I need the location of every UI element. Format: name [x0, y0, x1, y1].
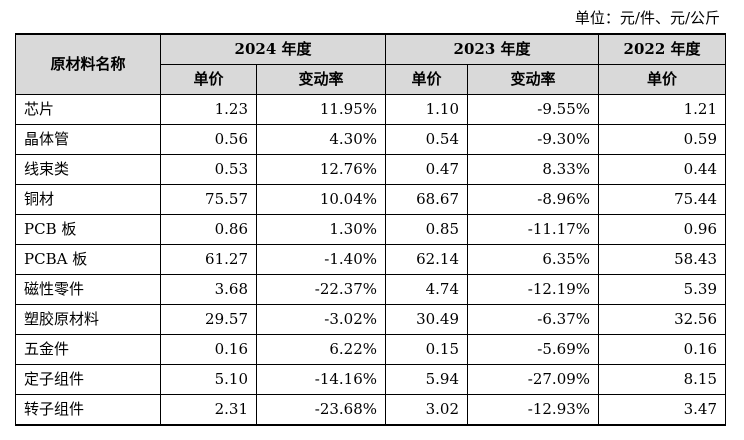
material-name: 晶体管	[15, 124, 161, 155]
change-2024: 6.22%	[255, 334, 387, 365]
price-2023: 3.02	[385, 394, 469, 426]
header-year-2024: 2024 年度	[159, 33, 387, 65]
price-2023: 4.74	[385, 274, 469, 305]
change-2023: 6.35%	[467, 244, 600, 275]
price-2023: 5.94	[385, 364, 469, 395]
header-material-name: 原材料名称	[15, 33, 161, 95]
header-price-2023: 单价	[385, 64, 469, 95]
change-2023: -6.37%	[467, 304, 600, 335]
material-name: 铜材	[15, 184, 161, 215]
material-name: 定子组件	[15, 364, 161, 395]
price-2024: 3.68	[160, 274, 257, 305]
change-2023: -11.17%	[467, 214, 600, 245]
change-2023: -9.55%	[467, 94, 600, 125]
price-2022: 0.96	[598, 214, 727, 245]
header-price-2022: 单价	[598, 64, 727, 95]
price-2022: 3.47	[598, 394, 727, 426]
price-2022: 32.56	[598, 304, 727, 335]
price-2024: 0.86	[160, 214, 257, 245]
table-row: 定子组件 5.10 -14.16% 5.94 -27.09% 8.15	[15, 364, 727, 395]
table-row: 芯片 1.23 11.95% 1.10 -9.55% 1.21	[15, 94, 727, 125]
change-2024: 4.30%	[255, 124, 387, 155]
header-row-years: 原材料名称 2024 年度 2023 年度 2022 年度	[15, 33, 727, 95]
change-2024: -23.68%	[255, 394, 387, 426]
header-year-2022: 2022 年度	[598, 33, 727, 65]
table-row: PCBA 板 61.27 -1.40% 62.14 6.35% 58.43	[15, 244, 727, 275]
change-2024: 12.76%	[255, 154, 387, 185]
price-2023: 0.15	[385, 334, 469, 365]
material-name: 芯片	[15, 94, 161, 125]
material-name: PCBA 板	[15, 244, 161, 275]
table-row: 转子组件 2.31 -23.68% 3.02 -12.93% 3.47	[15, 394, 727, 426]
change-2023: -5.69%	[467, 334, 600, 365]
price-2024: 0.16	[160, 334, 257, 365]
material-name: 磁性零件	[15, 274, 161, 305]
price-2022: 0.59	[598, 124, 727, 155]
price-2024: 75.57	[160, 184, 257, 215]
price-2022: 1.21	[598, 94, 727, 125]
price-2023: 0.47	[385, 154, 469, 185]
change-2024: 11.95%	[255, 94, 387, 125]
table-row: 磁性零件 3.68 -22.37% 4.74 -12.19% 5.39	[15, 274, 727, 305]
change-2023: -12.93%	[467, 394, 600, 426]
change-2024: -14.16%	[255, 364, 387, 395]
price-2023: 62.14	[385, 244, 469, 275]
change-2023: -27.09%	[467, 364, 600, 395]
material-name: PCB 板	[15, 214, 161, 245]
price-2022: 0.44	[598, 154, 727, 185]
price-2023: 68.67	[385, 184, 469, 215]
change-2023: 8.33%	[467, 154, 600, 185]
header-row-metrics: 单价 变动率 单价 变动率 单价	[16, 64, 727, 95]
price-2022: 8.15	[598, 364, 727, 395]
table-row: 铜材 75.57 10.04% 68.67 -8.96% 75.44	[15, 184, 727, 215]
header-price-2024: 单价	[160, 64, 257, 95]
change-2023: -9.30%	[467, 124, 600, 155]
table-row: PCB 板 0.86 1.30% 0.85 -11.17% 0.96	[15, 214, 727, 245]
change-2024: -3.02%	[255, 304, 387, 335]
change-2023: -12.19%	[467, 274, 600, 305]
material-name: 塑胶原材料	[15, 304, 161, 335]
material-name: 五金件	[15, 334, 161, 365]
change-2024: -22.37%	[255, 274, 387, 305]
price-2023: 30.49	[385, 304, 469, 335]
change-2023: -8.96%	[467, 184, 600, 215]
header-change-2024: 变动率	[255, 64, 387, 95]
price-2023: 0.54	[385, 124, 469, 155]
table-row: 线束类 0.53 12.76% 0.47 8.33% 0.44	[15, 154, 727, 185]
price-2022: 75.44	[598, 184, 727, 215]
table-row: 晶体管 0.56 4.30% 0.54 -9.30% 0.59	[15, 124, 727, 155]
material-name: 线束类	[15, 154, 161, 185]
price-2024: 0.56	[160, 124, 257, 155]
price-2022: 58.43	[598, 244, 727, 275]
price-2023: 0.85	[385, 214, 469, 245]
change-2024: -1.40%	[255, 244, 387, 275]
header-year-2023: 2023 年度	[385, 33, 600, 65]
price-2024: 2.31	[160, 394, 257, 426]
price-2024: 1.23	[160, 94, 257, 125]
price-2022: 5.39	[598, 274, 727, 305]
unit-note: 单位：元/件、元/公斤	[574, 9, 720, 27]
price-2023: 1.10	[385, 94, 469, 125]
table-row: 塑胶原材料 29.57 -3.02% 30.49 -6.37% 32.56	[15, 304, 727, 335]
change-2024: 1.30%	[255, 214, 387, 245]
material-name: 转子组件	[15, 394, 161, 426]
price-2024: 0.53	[160, 154, 257, 185]
raw-material-price-table: 原材料名称 2024 年度 2023 年度 2022 年度 单价 变动率 单价 …	[15, 33, 727, 426]
price-2024: 61.27	[160, 244, 257, 275]
price-2022: 0.16	[598, 334, 727, 365]
table-row: 五金件 0.16 6.22% 0.15 -5.69% 0.16	[15, 334, 727, 365]
price-2024: 5.10	[160, 364, 257, 395]
price-2024: 29.57	[160, 304, 257, 335]
change-2024: 10.04%	[255, 184, 387, 215]
header-change-2023: 变动率	[467, 64, 600, 95]
